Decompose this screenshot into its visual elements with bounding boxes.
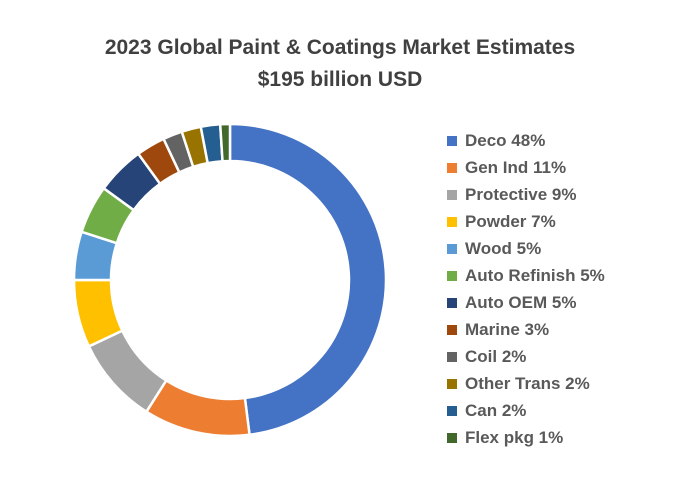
legend-swatch	[447, 351, 457, 362]
legend-swatch	[447, 216, 457, 227]
legend-label: Deco 48%	[465, 130, 546, 150]
legend-label: Flex pkg 1%	[465, 427, 564, 447]
legend-item: Powder 7%	[447, 208, 605, 235]
legend-item: Flex pkg 1%	[447, 424, 605, 451]
legend-label: Auto OEM 5%	[465, 292, 577, 312]
legend-swatch	[447, 432, 457, 443]
legend-label: Coil 2%	[465, 346, 527, 366]
legend-swatch	[447, 405, 457, 416]
legend-item: Marine 3%	[447, 316, 605, 343]
legend-swatch	[447, 135, 457, 146]
legend-item: Can 2%	[447, 397, 605, 424]
legend-swatch	[447, 324, 457, 335]
legend-label: Gen Ind 11%	[465, 157, 567, 177]
legend-item: Deco 48%	[447, 127, 605, 154]
legend-swatch	[447, 162, 457, 173]
legend-item: Auto OEM 5%	[447, 289, 605, 316]
legend-swatch	[447, 378, 457, 389]
legend-item: Protective 9%	[447, 181, 605, 208]
donut-slice-2	[87, 329, 168, 414]
legend: Deco 48% Gen Ind 11% Protective 9% Powder 7…	[447, 127, 605, 451]
legend-swatch	[447, 270, 457, 281]
legend-item: Wood 5%	[447, 235, 605, 262]
legend-label: Powder 7%	[465, 211, 556, 231]
legend-label: Auto Refinish 5%	[465, 265, 605, 285]
donut-slice-0	[228, 122, 388, 437]
donut-slice-11	[218, 122, 232, 163]
legend-swatch	[447, 243, 457, 254]
chart-title: 2023 Global Paint & Coatings Market Esti…	[104, 36, 576, 59]
legend-item: Gen Ind 11%	[447, 154, 605, 181]
legend-swatch	[447, 189, 457, 200]
chart-subtitle: $195 billion USD	[257, 68, 423, 91]
legend-item: Coil 2%	[447, 343, 605, 370]
legend-item: Auto Refinish 5%	[447, 262, 605, 289]
legend-label: Marine 3%	[465, 319, 550, 339]
legend-item: Other Trans 2%	[447, 370, 605, 397]
legend-label: Other Trans 2%	[465, 373, 590, 393]
legend-label: Wood 5%	[465, 238, 542, 258]
legend-swatch	[447, 297, 457, 308]
legend-label: Protective 9%	[465, 184, 577, 204]
legend-label: Can 2%	[465, 400, 527, 420]
